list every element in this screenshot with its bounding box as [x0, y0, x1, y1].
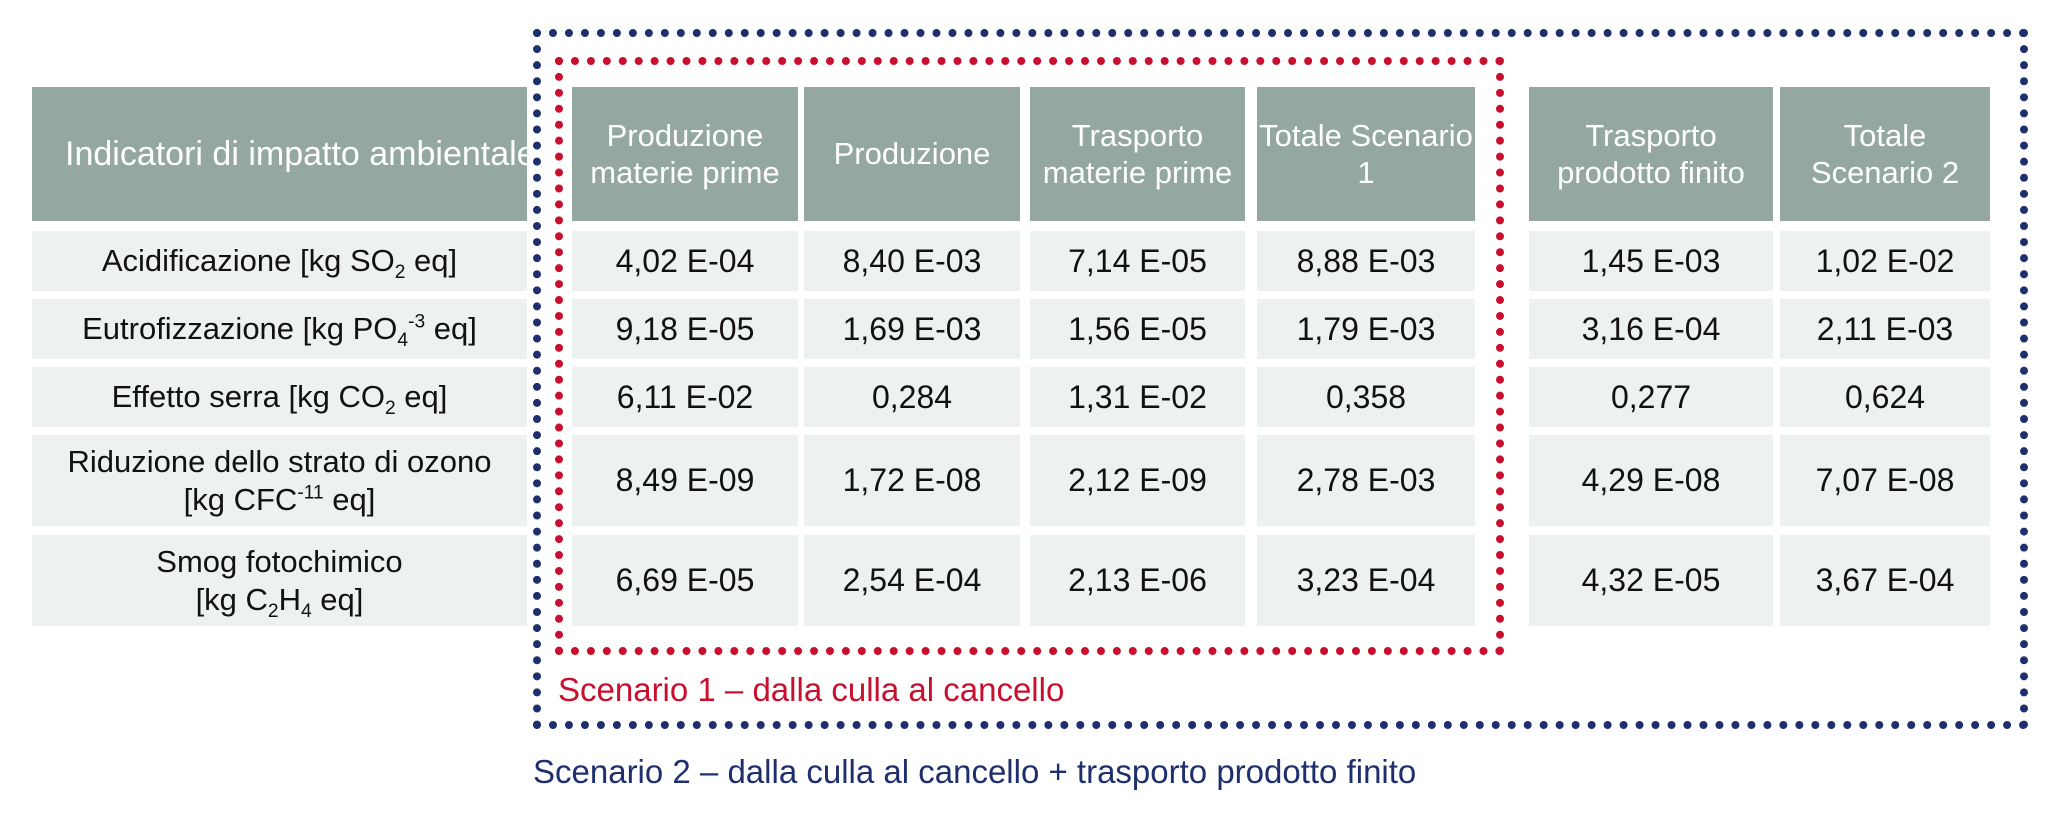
- scenario-2-caption: Scenario 2 – dalla culla al cancello + t…: [533, 753, 1417, 790]
- header-indicators: Indicatori di impatto ambientale: [32, 87, 527, 221]
- table-cell: 0,284: [804, 367, 1020, 427]
- table-cell: 8,40 E-03: [804, 231, 1020, 291]
- header-total-scenario-1: Totale Scenario 1: [1257, 87, 1475, 221]
- row-label-acidification: Acidificazione [kg SO2 eq]: [32, 231, 527, 291]
- row-label-photochemical-smog: Smog fotochimico [kg C2H4 eq]: [32, 535, 527, 626]
- header-raw-material-transport: Trasporto materie prime: [1030, 87, 1245, 221]
- table-cell: 1,72 E-08: [804, 435, 1020, 526]
- table-cell: 1,56 E-05: [1030, 299, 1245, 359]
- table-cell: 6,69 E-05: [572, 535, 798, 626]
- table-cell: 2,13 E-06: [1030, 535, 1245, 626]
- table-cell: 2,12 E-09: [1030, 435, 1245, 526]
- table-cell: 1,02 E-02: [1780, 231, 1990, 291]
- table-cell: 3,67 E-04: [1780, 535, 1990, 626]
- header-production: Produzione: [804, 87, 1020, 221]
- table-cell: 7,14 E-05: [1030, 231, 1245, 291]
- table-cell: 8,88 E-03: [1257, 231, 1475, 291]
- row-label-eutrophication: Eutrofizzazione [kg PO4-3 eq]: [32, 299, 527, 359]
- table-cell: 1,31 E-02: [1030, 367, 1245, 427]
- table-cell: 1,69 E-03: [804, 299, 1020, 359]
- header-raw-material-production: Produzione materie prime: [572, 87, 798, 221]
- row-label-greenhouse-effect: Effetto serra [kg CO2 eq]: [32, 367, 527, 427]
- header-finished-product-transport: Trasporto prodotto finito: [1529, 87, 1773, 221]
- table-cell: 2,11 E-03: [1780, 299, 1990, 359]
- table-cell: 2,54 E-04: [804, 535, 1020, 626]
- table-cell: 9,18 E-05: [572, 299, 798, 359]
- header-total-scenario-2: Totale Scenario 2: [1780, 87, 1990, 221]
- table-cell: 4,32 E-05: [1529, 535, 1773, 626]
- row-label-ozone-depletion: Riduzione dello strato di ozono [kg CFC-1…: [32, 435, 527, 526]
- table-cell: 3,23 E-04: [1257, 535, 1475, 626]
- table-cell: 6,11 E-02: [572, 367, 798, 427]
- table-cell: 2,78 E-03: [1257, 435, 1475, 526]
- scenario-1-caption: Scenario 1 – dalla culla al cancello: [558, 671, 1065, 708]
- table-cell: 4,02 E-04: [572, 231, 798, 291]
- table-cell: 1,45 E-03: [1529, 231, 1773, 291]
- table-cell: 0,624: [1780, 367, 1990, 427]
- table-cell: 4,29 E-08: [1529, 435, 1773, 526]
- table-cell: 7,07 E-08: [1780, 435, 1990, 526]
- table-cell: 0,277: [1529, 367, 1773, 427]
- table-cell: 1,79 E-03: [1257, 299, 1475, 359]
- table-cell: 0,358: [1257, 367, 1475, 427]
- table-cell: 3,16 E-04: [1529, 299, 1773, 359]
- table-cell: 8,49 E-09: [572, 435, 798, 526]
